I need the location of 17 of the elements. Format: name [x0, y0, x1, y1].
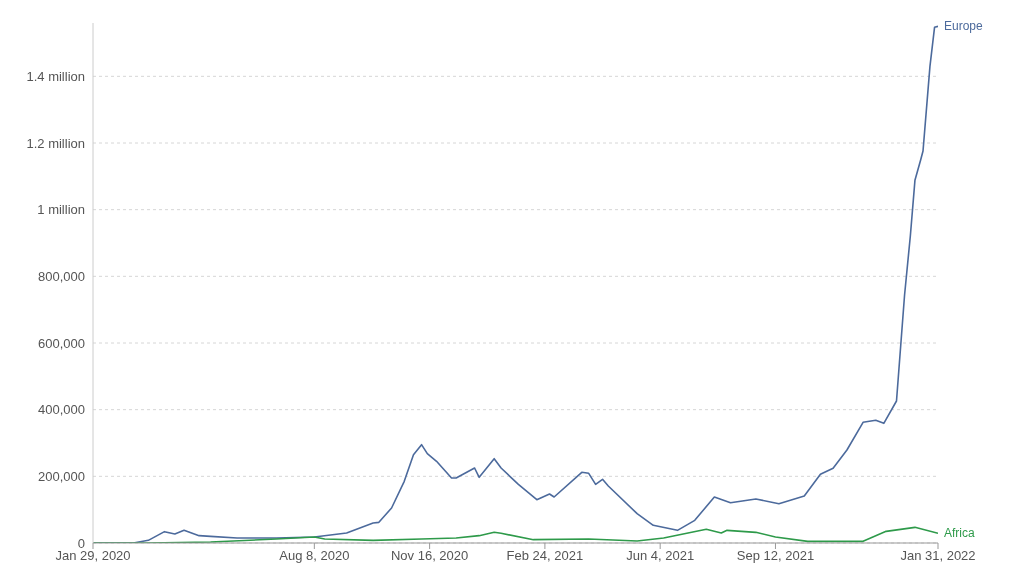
x-tick-label: Nov 16, 2020 — [390, 548, 469, 564]
x-tick-label: Sep 12, 2021 — [736, 548, 815, 564]
y-tick-label: 1 million — [37, 202, 85, 218]
x-tick-label: Aug 8, 2020 — [279, 548, 350, 564]
series-label: Europe — [944, 19, 984, 34]
x-tick-label: Jan 29, 2020 — [55, 548, 131, 564]
y-tick-label: 600,000 — [38, 335, 85, 351]
x-tick-label: Jun 4, 2021 — [626, 548, 695, 564]
y-tick-label: 200,000 — [38, 468, 85, 484]
x-tick-label: Feb 24, 2021 — [506, 548, 584, 564]
y-tick-label: 1.2 million — [26, 135, 85, 151]
x-tick-label: Jan 31, 2022 — [900, 548, 976, 564]
y-tick-label: 0 — [77, 535, 85, 551]
y-tick-label: 400,000 — [38, 402, 85, 418]
y-tick-label: 1.4 million — [26, 68, 85, 84]
y-tick-label: 800,000 — [38, 268, 85, 284]
series-label: Africa — [944, 526, 975, 541]
